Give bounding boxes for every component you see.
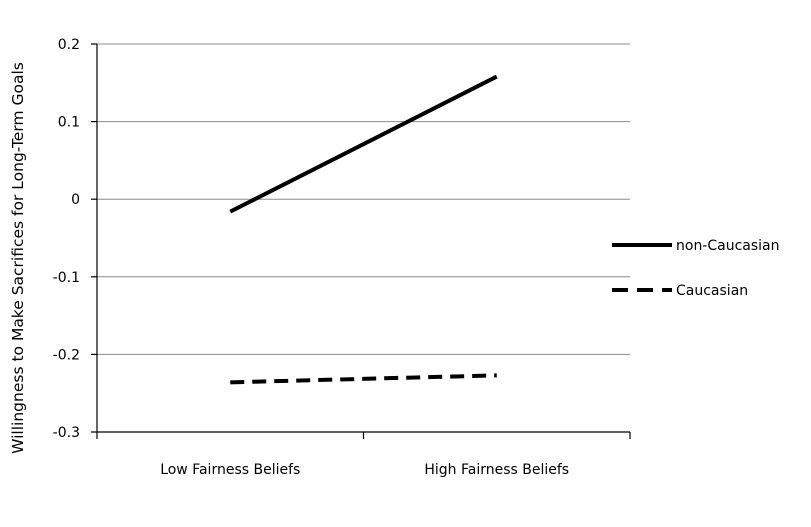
gridlines xyxy=(91,43,631,439)
y-tick-label: -0.3 xyxy=(53,425,80,441)
x-tick-label: High Fairness Beliefs xyxy=(424,462,569,478)
x-tick-labels: Low Fairness Beliefs High Fairness Belief… xyxy=(160,462,569,478)
y-axis-label: Willingness to Make Sacrifices for Long-… xyxy=(9,62,27,454)
y-tick-label: -0.1 xyxy=(53,270,80,286)
legend-label: non-Caucasian xyxy=(676,238,780,254)
y-tick-labels: 0.2 0.1 0 -0.1 -0.2 -0.3 xyxy=(53,37,80,441)
series-lines xyxy=(229,74,498,385)
y-tick-label: 0 xyxy=(71,192,80,208)
y-tick-label: -0.2 xyxy=(53,347,80,363)
y-tick-label: 0.1 xyxy=(58,115,80,131)
x-tick-label: Low Fairness Beliefs xyxy=(160,462,300,478)
axes xyxy=(96,44,630,433)
y-tick-label: 0.2 xyxy=(58,37,80,53)
legend-label: Caucasian xyxy=(676,283,748,299)
series-line-caucasian xyxy=(230,373,497,385)
series-line-non-caucasian xyxy=(229,74,498,214)
legend: non-Caucasian Caucasian xyxy=(612,238,780,299)
